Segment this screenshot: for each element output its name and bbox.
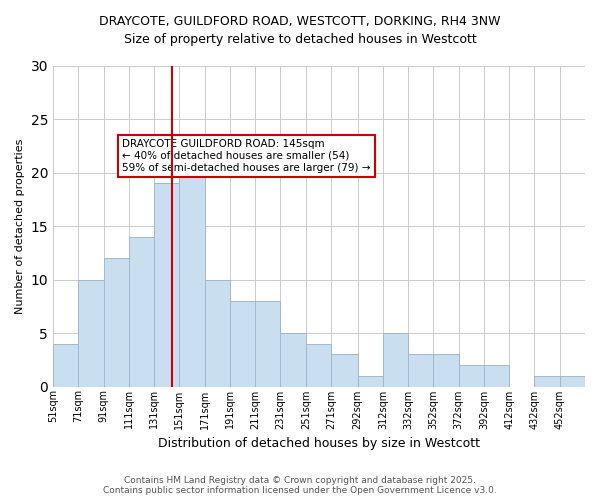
Bar: [383, 333, 408, 386]
X-axis label: Distribution of detached houses by size in Westcott: Distribution of detached houses by size …: [158, 437, 480, 450]
Text: Size of property relative to detached houses in Westcott: Size of property relative to detached ho…: [124, 32, 476, 46]
Text: Contains HM Land Registry data © Crown copyright and database right 2025.
Contai: Contains HM Land Registry data © Crown c…: [103, 476, 497, 495]
Bar: [129, 236, 154, 386]
Bar: [560, 376, 585, 386]
Bar: [358, 376, 383, 386]
Bar: [53, 344, 79, 386]
Bar: [79, 280, 104, 386]
Bar: [179, 140, 205, 386]
Bar: [280, 333, 306, 386]
Text: DRAYCOTE, GUILDFORD ROAD, WESTCOTT, DORKING, RH4 3NW: DRAYCOTE, GUILDFORD ROAD, WESTCOTT, DORK…: [99, 15, 501, 28]
Bar: [255, 301, 280, 386]
Bar: [535, 376, 560, 386]
Text: DRAYCOTE GUILDFORD ROAD: 145sqm
← 40% of detached houses are smaller (54)
59% of: DRAYCOTE GUILDFORD ROAD: 145sqm ← 40% of…: [122, 140, 371, 172]
Bar: [331, 354, 358, 386]
Bar: [458, 365, 484, 386]
Bar: [104, 258, 129, 386]
Bar: [306, 344, 331, 386]
Bar: [433, 354, 458, 386]
Y-axis label: Number of detached properties: Number of detached properties: [15, 138, 25, 314]
Bar: [205, 280, 230, 386]
Bar: [408, 354, 433, 386]
Bar: [154, 183, 179, 386]
Bar: [484, 365, 509, 386]
Bar: [230, 301, 255, 386]
